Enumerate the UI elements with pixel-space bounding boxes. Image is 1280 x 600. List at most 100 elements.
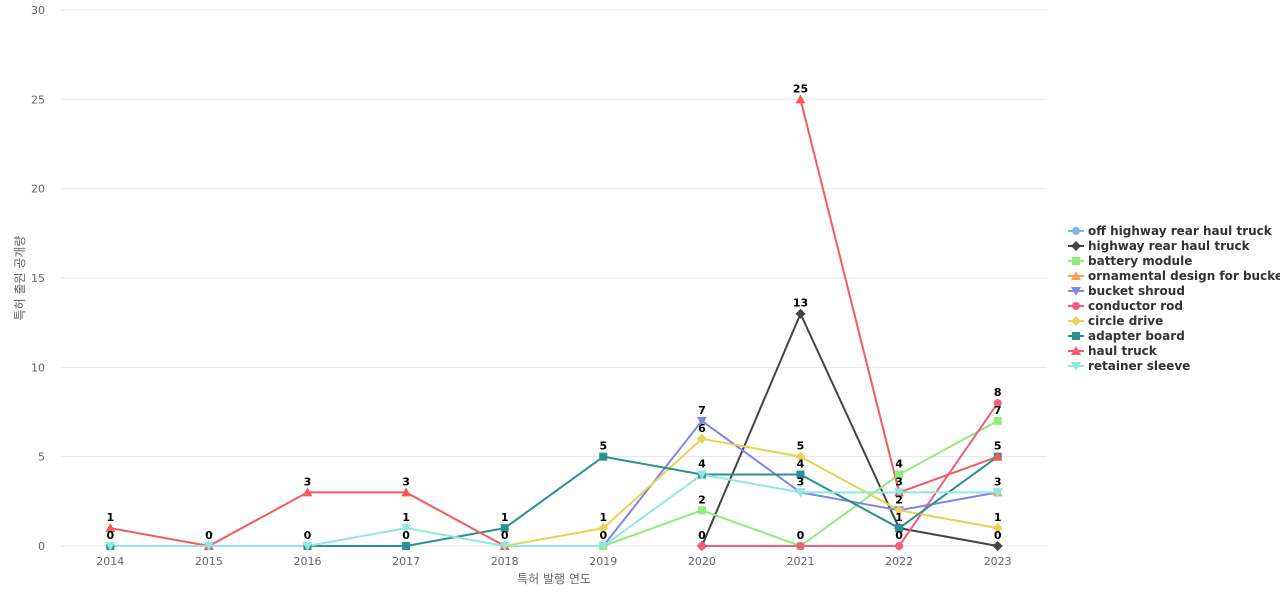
- y-tick-label: 20: [31, 183, 45, 196]
- legend-marker: [1071, 287, 1081, 296]
- x-tick-label: 2015: [195, 555, 223, 568]
- legend-label: retainer sleeve: [1088, 359, 1190, 373]
- data-point-adapter-board: [599, 452, 608, 461]
- legend-item-retainer-sleeve[interactable]: retainer sleeve: [1068, 359, 1190, 373]
- data-label: 0: [994, 529, 1002, 542]
- data-point-retainer-sleeve: [401, 524, 412, 534]
- data-point-battery-module: [697, 506, 706, 515]
- legend-label: battery module: [1088, 254, 1192, 268]
- x-tick-label: 2020: [688, 555, 716, 568]
- legend-label: highway rear haul truck: [1088, 239, 1251, 253]
- y-tick-label: 30: [31, 4, 45, 17]
- data-point-haul-truck: [992, 451, 1003, 461]
- data-point-conductor-rod: [796, 542, 805, 550]
- data-point-haul-truck: [105, 523, 116, 533]
- data-label: 4: [797, 458, 805, 471]
- data-point-conductor-rod: [993, 399, 1002, 408]
- data-point-retainer-sleeve: [203, 542, 214, 551]
- data-point-retainer-sleeve: [894, 488, 905, 498]
- x-axis-title: 특허 발행 연도: [517, 571, 591, 586]
- data-point-circle-drive: [598, 523, 609, 534]
- legend-item-haul-truck[interactable]: haul truck: [1068, 344, 1158, 358]
- legend-label: circle drive: [1088, 314, 1163, 328]
- data-label: 0: [895, 529, 903, 542]
- data-point-circle-drive: [894, 505, 905, 516]
- data-point-circle-drive: [992, 523, 1003, 534]
- data-point-retainer-sleeve: [105, 542, 116, 551]
- data-point-adapter-board: [500, 524, 509, 533]
- grid-lines: [61, 9, 1047, 547]
- series-markers: [105, 94, 1003, 551]
- legend-item-circle-drive[interactable]: circle drive: [1068, 314, 1163, 328]
- legend-label: conductor rod: [1088, 299, 1183, 313]
- legend-item-conductor-rod[interactable]: conductor rod: [1068, 299, 1183, 313]
- data-point-retainer-sleeve: [302, 542, 313, 551]
- y-axis-title: 특허 출원 공개량: [13, 236, 27, 321]
- legend-item-adapter-board[interactable]: adapter board: [1068, 329, 1185, 343]
- series-line-adapter-board: [307, 455, 999, 547]
- data-point-retainer-sleeve: [499, 542, 510, 551]
- legend-label: ornamental design for bucke...: [1088, 269, 1280, 283]
- y-tick-label: 5: [38, 451, 45, 464]
- data-label: 0: [304, 529, 312, 542]
- data-label: 3: [304, 475, 312, 488]
- series-line-retainer-sleeve: [110, 473, 998, 547]
- data-label: 0: [797, 529, 805, 542]
- data-point-adapter-board: [796, 470, 805, 479]
- legend-marker: [1072, 227, 1080, 235]
- data-label: 7: [994, 404, 1002, 417]
- x-axis-ticks: 2014 2015 2016 2017 2018 2019 2020 2021 2022 2023: [96, 555, 1011, 568]
- data-point-conductor-rod: [697, 542, 706, 550]
- data-label: 1: [106, 511, 114, 524]
- data-point-circle-drive: [696, 433, 707, 444]
- data-label: 4: [895, 458, 903, 471]
- data-label: 0: [698, 529, 706, 542]
- legend-marker: [1071, 271, 1081, 280]
- legend-marker: [1071, 316, 1081, 326]
- x-tick-label: 2014: [96, 555, 124, 568]
- x-tick-label: 2017: [392, 555, 420, 568]
- x-tick-label: 2018: [491, 555, 519, 568]
- legend-item-ornamental-design-for-bucke[interactable]: ornamental design for bucke...: [1068, 269, 1280, 283]
- y-tick-label: 0: [38, 540, 45, 553]
- legend-label: bucket shroud: [1088, 284, 1185, 298]
- legend-item-battery-module[interactable]: battery module: [1068, 254, 1192, 268]
- series-line-highway-rear-haul-truck: [700, 312, 998, 547]
- x-tick-label: 2022: [885, 555, 913, 568]
- legend-marker: [1072, 332, 1080, 340]
- x-tick-label: 2019: [589, 555, 617, 568]
- data-label: 3: [994, 475, 1002, 488]
- data-label: 1: [994, 511, 1002, 524]
- series-line-haul-truck: [799, 99, 999, 494]
- data-label: 0: [402, 529, 410, 542]
- data-label: 4: [698, 458, 706, 471]
- data-label: 0: [501, 529, 509, 542]
- data-point-highway-rear-haul-truck: [992, 541, 1003, 551]
- data-point-retainer-sleeve: [992, 488, 1003, 498]
- data-label: 6: [698, 422, 706, 435]
- data-label: 1: [501, 511, 509, 524]
- data-label: 3: [797, 475, 805, 488]
- data-label: 5: [994, 440, 1002, 453]
- legend-item-off-highway-rear-haul-truck[interactable]: off highway rear haul truck: [1068, 224, 1273, 238]
- data-label: 3: [402, 475, 410, 488]
- legend-label: off highway rear haul truck: [1088, 224, 1273, 238]
- x-tick-label: 2023: [984, 555, 1012, 568]
- series-line-circle-drive: [504, 437, 998, 547]
- data-label: 1: [402, 511, 410, 524]
- data-point-adapter-board: [895, 524, 904, 533]
- data-point-haul-truck: [401, 487, 412, 497]
- legend-marker: [1071, 241, 1081, 251]
- legend-item-highway-rear-haul-truck[interactable]: highway rear haul truck: [1068, 239, 1251, 253]
- data-point-retainer-sleeve: [598, 542, 609, 551]
- legend-marker: [1072, 302, 1080, 310]
- data-label: 0: [599, 529, 607, 542]
- legend-marker: [1072, 257, 1080, 265]
- legend-item-bucket-shroud[interactable]: bucket shroud: [1068, 284, 1185, 298]
- data-label: 2: [895, 493, 903, 506]
- data-point-haul-truck: [795, 94, 806, 104]
- data-point-highway-rear-haul-truck: [795, 308, 806, 319]
- data-label: 1: [599, 511, 607, 524]
